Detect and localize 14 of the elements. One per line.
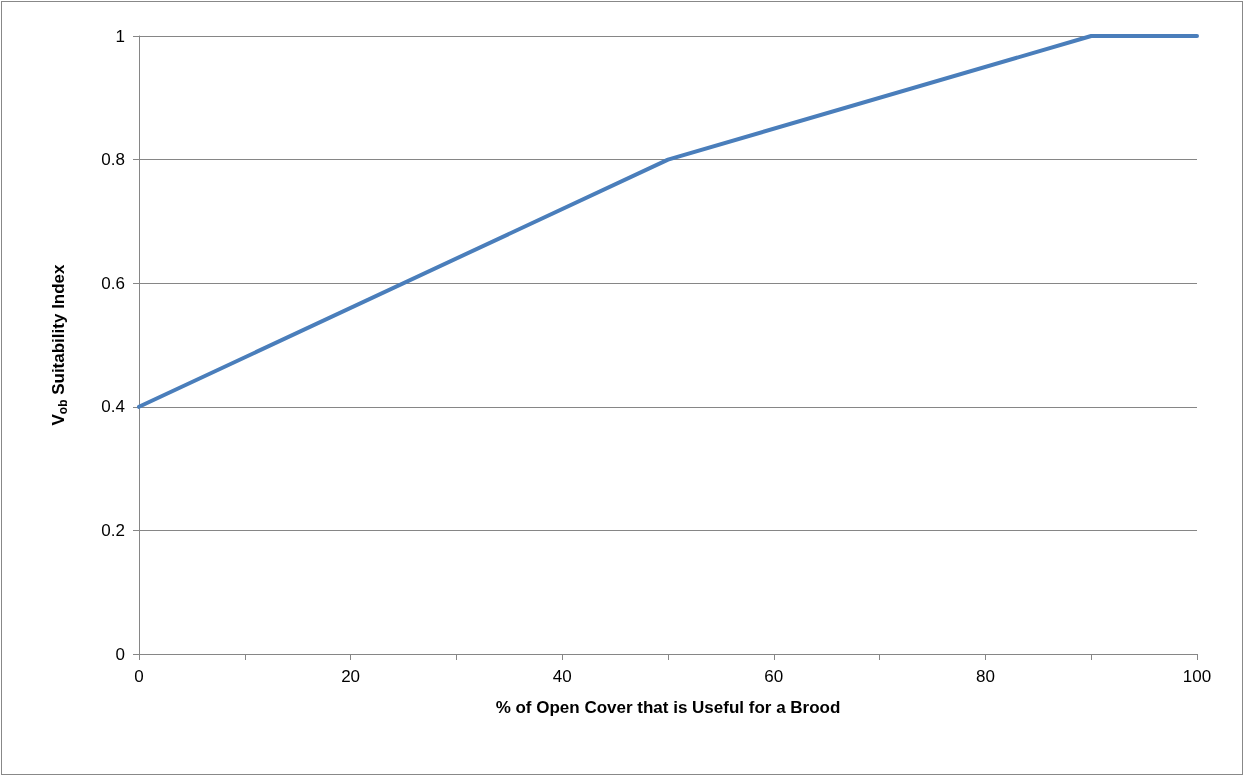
y-tick-label: 0.2 xyxy=(101,520,125,540)
x-tick-label: 0 xyxy=(134,667,144,686)
y-axis-title: Vob Suitability Index xyxy=(48,263,70,426)
y-tick-label: 1 xyxy=(115,26,125,46)
y-tick-label: 0.4 xyxy=(101,397,125,417)
y-tick-label: 0.6 xyxy=(101,273,125,293)
x-tick-label: 100 xyxy=(1182,667,1212,686)
x-tick-label: 60 xyxy=(764,667,784,686)
y-tick-label: 0.8 xyxy=(101,150,125,170)
y-tick-label: 0 xyxy=(115,644,125,664)
x-tick-label: 40 xyxy=(552,667,572,686)
x-axis-title: % of Open Cover that is Useful for a Brood xyxy=(495,698,841,717)
x-tick-label: 80 xyxy=(975,667,995,686)
x-tick-label: 20 xyxy=(341,667,361,686)
